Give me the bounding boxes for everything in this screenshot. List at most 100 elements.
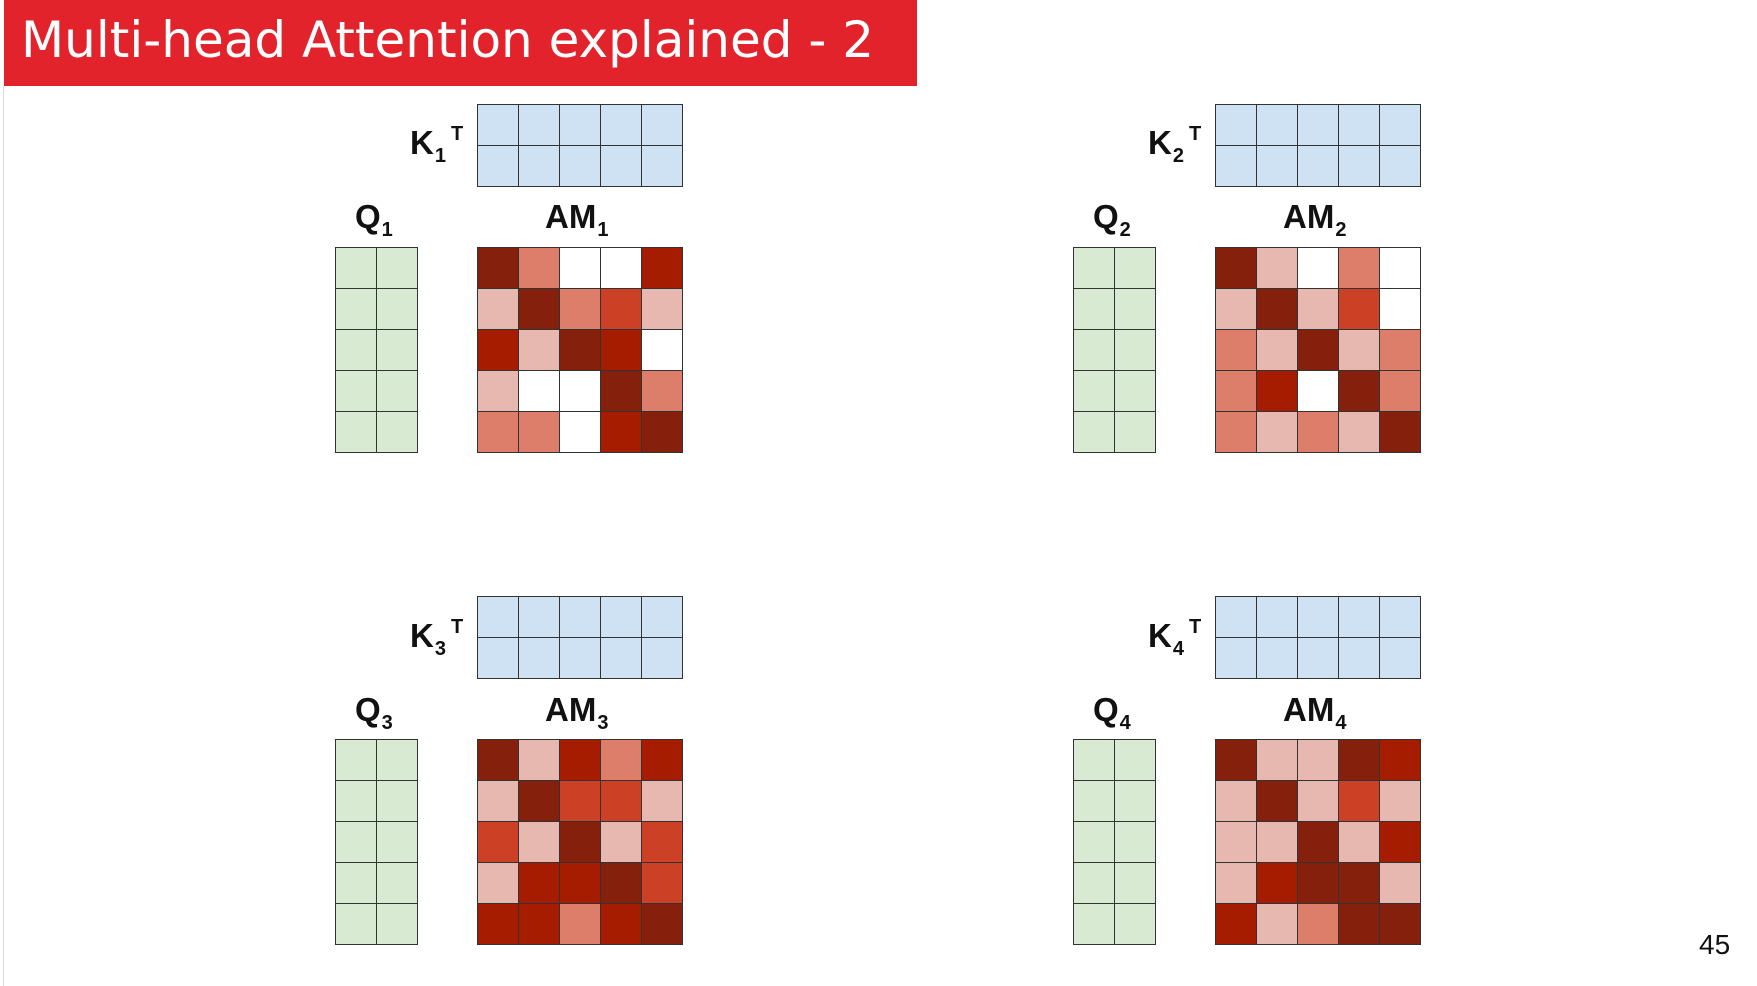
q-cell [377, 289, 418, 330]
am3-label: AM3 [545, 691, 608, 734]
q3-label-sub: 3 [381, 712, 393, 734]
q-cell [377, 781, 418, 822]
am3-label-sub: 3 [597, 712, 609, 734]
k1-label-main: K [410, 124, 434, 161]
q-cell [336, 330, 377, 371]
k-cell [1380, 638, 1421, 679]
slide-left-border [3, 86, 4, 986]
k-cell [1339, 105, 1380, 146]
attention-cell [478, 740, 519, 781]
attention-cell [478, 289, 519, 330]
attention-cell [560, 904, 601, 945]
k3-label-main: K [410, 617, 434, 654]
attention-cell [478, 371, 519, 412]
k-cell [1298, 146, 1339, 187]
q2-label-main: Q [1093, 198, 1119, 235]
attention-cell [1339, 904, 1380, 945]
title-bar: Multi-head Attention explained - 2 [4, 0, 917, 86]
k-cell [1298, 638, 1339, 679]
k4-label-sub: 4 [1172, 638, 1184, 660]
attention-cell [1298, 330, 1339, 371]
attention-cell [1298, 371, 1339, 412]
attention-cell [1298, 740, 1339, 781]
attention-cell [1298, 248, 1339, 289]
k-cell [1216, 597, 1257, 638]
k1-matrix [477, 104, 683, 187]
attention-cell [519, 863, 560, 904]
attention-cell [1339, 330, 1380, 371]
attention-cell [519, 781, 560, 822]
k2-label-sub: 2 [1172, 145, 1184, 167]
attention-cell [1298, 781, 1339, 822]
k-cell [1380, 146, 1421, 187]
attention-cell [1257, 904, 1298, 945]
attention-cell [642, 412, 683, 453]
q4-label-main: Q [1093, 691, 1119, 728]
q-cell [1115, 289, 1156, 330]
k-cell [519, 105, 560, 146]
k4-label-sup: T [1188, 616, 1202, 638]
q-cell [1074, 289, 1115, 330]
am4-label-main: AM [1283, 691, 1335, 728]
attention-cell [519, 248, 560, 289]
attention-cell [1216, 248, 1257, 289]
k-cell [1380, 597, 1421, 638]
q-cell [1115, 822, 1156, 863]
k-cell [478, 146, 519, 187]
k-cell [1257, 146, 1298, 187]
attention-cell [642, 289, 683, 330]
q2-matrix [1073, 247, 1156, 453]
q-cell [336, 412, 377, 453]
k3-label-sup: T [450, 616, 464, 638]
attention-cell [1257, 330, 1298, 371]
attention-cell [1339, 863, 1380, 904]
k2-matrix [1215, 104, 1421, 187]
attention-cell [601, 822, 642, 863]
attention-cell [478, 412, 519, 453]
q-cell [1115, 740, 1156, 781]
q-cell [336, 904, 377, 945]
q-cell [1074, 781, 1115, 822]
k-cell [1298, 105, 1339, 146]
q2-label-sub: 2 [1119, 219, 1131, 241]
attention-cell [560, 863, 601, 904]
k-cell [601, 105, 642, 146]
k-cell [519, 597, 560, 638]
q3-label-main: Q [355, 691, 381, 728]
attention-cell [519, 289, 560, 330]
k3-matrix [477, 596, 683, 679]
q-cell [1115, 863, 1156, 904]
attention-cell [1257, 289, 1298, 330]
attention-cell [601, 863, 642, 904]
k1-label-sup: T [450, 123, 464, 145]
attention-cell [478, 822, 519, 863]
attention-cell [1380, 781, 1421, 822]
k-cell [1216, 105, 1257, 146]
q-cell [1074, 863, 1115, 904]
q-cell [377, 740, 418, 781]
attention-cell [1216, 289, 1257, 330]
q-cell [1074, 740, 1115, 781]
attention-cell [1339, 740, 1380, 781]
attention-cell [560, 740, 601, 781]
q1-label-main: Q [355, 198, 381, 235]
attention-cell [642, 863, 683, 904]
k2-label-main: K [1148, 124, 1172, 161]
slide-title: Multi-head Attention explained - 2 [21, 11, 875, 69]
attention-cell [560, 412, 601, 453]
k4-matrix [1215, 596, 1421, 679]
attention-cell [601, 740, 642, 781]
attention-cell [1216, 740, 1257, 781]
q-cell [1115, 371, 1156, 412]
attention-cell [642, 330, 683, 371]
k-cell [478, 597, 519, 638]
k1-label-sub: 1 [434, 145, 446, 167]
k-cell [601, 638, 642, 679]
attention-cell [519, 740, 560, 781]
am2-label-main: AM [1283, 198, 1335, 235]
am2-label: AM2 [1283, 198, 1346, 241]
attention-cell [601, 412, 642, 453]
attention-cell [601, 371, 642, 412]
q4-label-sub: 4 [1119, 712, 1131, 734]
attention-cell [642, 822, 683, 863]
